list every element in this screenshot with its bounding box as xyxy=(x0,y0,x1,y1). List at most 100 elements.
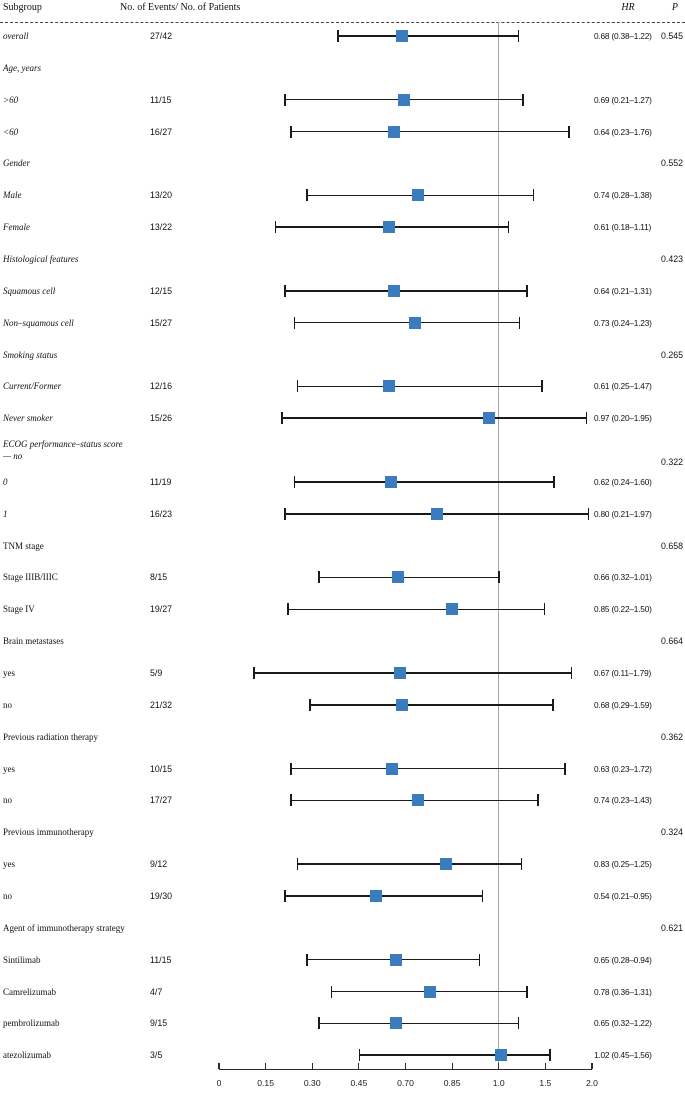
ci-cap-left xyxy=(253,667,255,679)
hr-ci-value: 0.97 (0.20–1.95) xyxy=(594,413,652,424)
ci-cap-left xyxy=(318,571,320,584)
row-label: Sintilimab xyxy=(3,954,41,965)
ci-cap-left xyxy=(281,412,283,425)
events-value: 3/5 xyxy=(150,1050,163,1061)
hr-point-marker xyxy=(382,221,395,234)
p-value: 0.322 xyxy=(660,457,683,468)
axis-tick xyxy=(498,1063,500,1069)
ci-cap-right xyxy=(549,1049,551,1062)
ci-cap-left xyxy=(284,507,286,520)
ci-cap-left xyxy=(306,953,308,966)
ci-cap-left xyxy=(309,698,311,711)
ci-cap-left xyxy=(296,858,299,871)
events-value: 4/7 xyxy=(150,986,163,997)
hr-point-marker xyxy=(390,1017,403,1030)
row-label: Age, years xyxy=(3,62,41,73)
axis-tick xyxy=(544,1063,546,1069)
hr-point-marker xyxy=(388,284,401,297)
row-label: Smoking status xyxy=(3,349,58,360)
axis-tick-label: 1.5 xyxy=(539,1078,552,1088)
events-value: 9/12 xyxy=(150,859,168,870)
events-value: 15/26 xyxy=(150,413,173,424)
hr-point-marker xyxy=(408,316,421,329)
reference-line xyxy=(498,22,500,1069)
ci-cap-left xyxy=(296,380,299,393)
hr-ci-value: 0.54 (0.21–0.95) xyxy=(594,890,652,901)
row-label: pembrolizumab xyxy=(3,1018,60,1029)
hr-point-marker xyxy=(411,189,424,202)
hr-ci-value: 0.85 (0.22–1.50) xyxy=(594,604,652,615)
row-label-line2: — no xyxy=(3,451,23,462)
ci-interval-line xyxy=(358,1054,551,1056)
events-value: 13/22 xyxy=(150,222,173,233)
col-header-events: No. of Events/ No. of Patients xyxy=(120,2,241,13)
hr-ci-value: 0.65 (0.32–1.22) xyxy=(594,1018,652,1029)
ci-interval-line xyxy=(284,895,484,897)
row-label: atezolizumab xyxy=(3,1050,51,1061)
hr-point-marker xyxy=(395,698,408,711)
ci-cap-right xyxy=(478,953,481,966)
row-label: Gender xyxy=(3,158,30,169)
events-value: 11/19 xyxy=(150,476,172,487)
ci-interval-line xyxy=(290,767,566,770)
ci-cap-left xyxy=(284,889,286,902)
row-label: TNM stage xyxy=(3,540,44,551)
row-label: Previous radiation therapy xyxy=(3,731,98,742)
row-label: Squamous cell xyxy=(3,285,56,296)
p-value: 0.664 xyxy=(660,636,683,647)
ci-cap-right xyxy=(570,667,573,679)
ci-interval-line xyxy=(281,417,588,419)
axis-tick-label: 0 xyxy=(216,1078,222,1088)
hr-ci-value: 0.63 (0.23–1.72) xyxy=(594,763,652,774)
row-label: Agent of immunotherapy strategy xyxy=(3,922,125,933)
hr-ci-value: 0.65 (0.28–0.94) xyxy=(594,954,652,965)
hr-ci-value: 0.68 (0.38–1.22) xyxy=(594,31,652,41)
ci-cap-left xyxy=(284,284,286,297)
events-value: 27/42 xyxy=(150,31,173,41)
hr-ci-value: 0.61 (0.25–1.47) xyxy=(594,381,652,392)
row-label: <60 xyxy=(3,126,19,137)
axis-tick xyxy=(311,1063,313,1069)
p-value: 0.621 xyxy=(660,922,683,933)
ci-interval-line xyxy=(318,1022,520,1025)
ci-cap-right xyxy=(526,985,528,998)
events-value: 16/27 xyxy=(150,126,173,137)
col-header-subgroup: Subgroup xyxy=(3,2,42,13)
hr-ci-value: 0.68 (0.29–1.59) xyxy=(594,699,652,710)
row-label: Current/Former xyxy=(3,381,62,392)
ci-cap-right xyxy=(532,189,535,202)
ci-cap-right xyxy=(517,1017,520,1030)
row-label: Stage IV xyxy=(3,604,35,615)
ci-interval-line xyxy=(290,130,570,133)
ci-cap-right xyxy=(526,284,528,297)
axis-tick-label: 0.70 xyxy=(397,1078,414,1088)
ci-cap-left xyxy=(293,475,296,488)
hr-point-marker xyxy=(386,762,399,775)
hr-point-marker xyxy=(494,1049,507,1062)
row-label: no xyxy=(3,890,12,901)
row-label: Never smoker xyxy=(3,413,53,424)
hr-point-marker xyxy=(393,667,406,679)
row-label: ECOG performance–status score xyxy=(3,439,123,450)
hr-point-marker xyxy=(369,889,382,902)
axis-tick-label: 0.30 xyxy=(303,1078,321,1088)
ci-cap-left xyxy=(290,794,292,807)
ci-interval-line xyxy=(284,290,528,292)
ci-interval-line xyxy=(296,863,523,865)
p-value: 0.552 xyxy=(660,158,683,169)
ci-cap-right xyxy=(543,603,546,616)
hr-point-marker xyxy=(411,794,424,807)
row-label: Non–squamous cell xyxy=(3,317,74,328)
row-label: Female xyxy=(3,222,30,233)
axis-tick xyxy=(404,1063,407,1069)
ci-cap-left xyxy=(274,221,277,234)
row-label: yes xyxy=(3,859,15,870)
hr-point-marker xyxy=(397,93,410,106)
row-label: Camrelizumab xyxy=(3,986,56,997)
ci-cap-right xyxy=(498,571,500,584)
ci-cap-left xyxy=(306,189,308,202)
events-value: 12/16 xyxy=(150,381,173,392)
hr-point-marker xyxy=(430,507,443,520)
events-value: 11/15 xyxy=(150,954,172,965)
ci-interval-line xyxy=(293,481,555,483)
